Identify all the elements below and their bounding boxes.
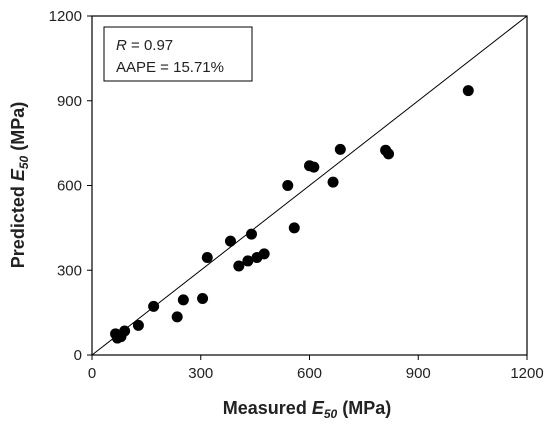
data-point <box>308 161 320 173</box>
r-annotation: R = 0.97 <box>116 37 173 54</box>
data-point <box>258 248 270 260</box>
x-axis-title: Measured E50 (MPa) <box>223 398 391 421</box>
data-point <box>246 228 257 240</box>
plot-area-frame <box>91 15 528 356</box>
x-tick-label: 600 <box>297 365 322 382</box>
data-point <box>462 85 474 97</box>
data-point <box>233 260 245 272</box>
x-tick-label: 900 <box>406 365 431 382</box>
y-tick-label: 300 <box>57 262 82 279</box>
y-tick-label: 1200 <box>49 8 82 25</box>
data-point <box>334 143 346 155</box>
y-axis-title: Predicted E50 (MPa) <box>8 102 31 268</box>
data-point <box>224 235 236 247</box>
reference-line <box>91 15 528 356</box>
data-point <box>171 311 183 323</box>
y-axis-ticks: 0 300 600 900 1200 <box>49 8 92 364</box>
data-point <box>197 293 209 304</box>
data-point <box>383 148 395 160</box>
x-tick-label: 300 <box>188 365 213 382</box>
data-points <box>110 85 474 344</box>
data-point <box>201 252 213 264</box>
data-point <box>327 176 339 188</box>
y-tick-label: 0 <box>74 347 82 364</box>
data-point <box>288 222 300 234</box>
data-point <box>282 180 294 191</box>
data-point <box>148 300 160 312</box>
data-point <box>132 319 144 331</box>
y-tick-label: 900 <box>57 93 82 110</box>
aape-annotation: AAPE = 15.71% <box>116 59 224 76</box>
x-axis-ticks: 0 300 600 900 1200 <box>88 355 544 382</box>
x-tick-label: 0 <box>88 365 96 382</box>
data-point <box>242 255 254 267</box>
annotation-box: R = 0.97 AAPE = 15.71% <box>103 26 253 82</box>
data-point <box>119 325 131 337</box>
x-tick-label: 1200 <box>510 365 543 382</box>
y-tick-label: 600 <box>57 178 82 195</box>
data-point <box>177 294 189 306</box>
